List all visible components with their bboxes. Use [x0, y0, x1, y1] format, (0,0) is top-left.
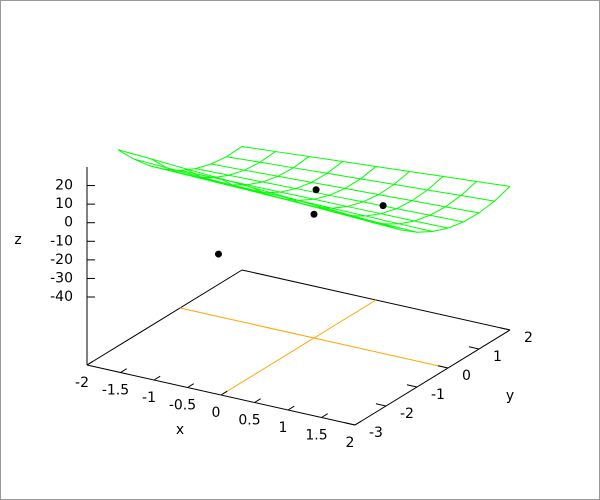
- y-tick: [406, 384, 418, 388]
- data-point: [310, 210, 318, 218]
- x-tick: [120, 368, 127, 373]
- x-tick: [254, 398, 261, 403]
- x-tick: [220, 390, 228, 396]
- z-tick-label: -20: [50, 252, 73, 268]
- x-tick-label: 2: [346, 435, 355, 451]
- z-tick-label: -10: [50, 233, 73, 249]
- x-axis-label: x: [176, 422, 184, 438]
- surface-mesh-line: [117, 146, 243, 171]
- x-tick: [153, 375, 161, 381]
- z-tick-label: -40: [50, 289, 73, 305]
- x-tick-label: 0.5: [238, 413, 260, 429]
- z-axis-label: z: [14, 232, 21, 248]
- surface-mesh-line: [285, 171, 410, 209]
- base-edge: [86, 269, 243, 366]
- z-tick-label: 10: [55, 196, 73, 212]
- x-tick: [287, 405, 295, 411]
- zero-axis-line: [179, 307, 449, 369]
- x-tick: [354, 420, 362, 426]
- z-tick-label: 20: [55, 178, 73, 194]
- x-tick: [187, 383, 194, 388]
- z-tick-label: 0: [64, 215, 73, 231]
- x-tick: [86, 360, 94, 366]
- data-point: [312, 186, 320, 194]
- x-tick-label: 0: [212, 405, 221, 421]
- y-tick-label: -2: [400, 406, 414, 422]
- y-tick: [468, 346, 480, 350]
- x-tick-label: 1: [279, 420, 288, 436]
- y-axis-line: [354, 329, 511, 426]
- y-tick-label: -1: [431, 387, 445, 403]
- y-tick-label: 0: [462, 368, 471, 384]
- y-tick: [499, 327, 511, 331]
- x-tick: [321, 413, 328, 418]
- surface-mesh-line: [151, 151, 276, 179]
- surface-mesh-line: [352, 181, 477, 225]
- x-tick-label: 1.5: [305, 428, 327, 444]
- y-tick: [344, 422, 356, 426]
- zero-axis-line: [220, 299, 377, 396]
- y-tick: [375, 403, 387, 407]
- data-point: [379, 202, 387, 210]
- surface-mesh-line: [251, 166, 377, 201]
- surface-mesh-line: [218, 161, 343, 194]
- x-tick-label: -2: [75, 375, 89, 391]
- y-tick-label: 2: [524, 330, 533, 346]
- surface-mesh-line: [184, 156, 310, 186]
- surface-mesh-line: [385, 186, 511, 233]
- y-axis-label: y: [506, 388, 514, 404]
- y-tick-label: 1: [493, 349, 502, 365]
- data-point: [215, 250, 222, 258]
- x-tick-label: -1: [142, 390, 156, 406]
- x-tick-label: -1.5: [102, 383, 129, 399]
- y-tick: [437, 365, 449, 369]
- z-tick-label: -30: [50, 270, 73, 286]
- x-tick-label: -0.5: [169, 398, 196, 414]
- surface-mesh-line: [318, 176, 444, 217]
- y-tick-label: -3: [369, 425, 383, 441]
